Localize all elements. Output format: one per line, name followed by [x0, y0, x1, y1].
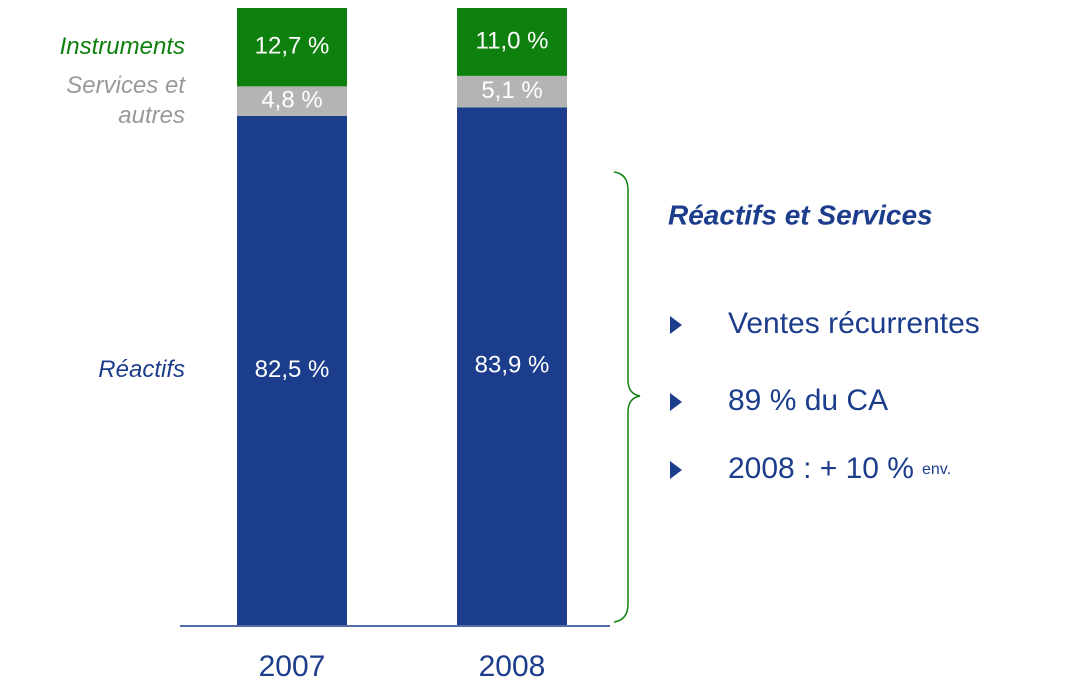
- brace: [613, 171, 641, 623]
- series-label: Réactifs: [98, 356, 185, 384]
- annotation-title: Réactifs et Services: [668, 199, 933, 230]
- bar-segment: [457, 107, 567, 626]
- value-label: 83,9 %: [475, 352, 550, 379]
- bullet-icon: [670, 316, 682, 334]
- bullet-icon: [670, 461, 682, 479]
- x-tick-label: 2007: [259, 650, 326, 683]
- bullet-text: Ventes récurrentes: [728, 307, 980, 340]
- bullet-note: env.: [922, 461, 951, 478]
- value-label: 5,1 %: [481, 77, 542, 104]
- x-tick-label: 2008: [479, 650, 546, 683]
- value-label: 4,8 %: [261, 87, 322, 114]
- bullet-text-main: 89 % du CA: [728, 384, 888, 417]
- bar-segment: [457, 8, 567, 76]
- series-label: Services et autres: [66, 72, 185, 130]
- value-label: 12,7 %: [255, 33, 330, 60]
- bullet-text-main: Ventes récurrentes: [728, 307, 980, 340]
- bullet-text: 2008 : + 10 % env.: [728, 452, 951, 485]
- value-label: 82,5 %: [255, 356, 330, 383]
- value-label: 11,0 %: [476, 27, 549, 54]
- bullet-text-main: 2008 : + 10 %: [728, 452, 914, 485]
- bullet-text: 89 % du CA: [728, 384, 888, 417]
- series-label: Instruments: [59, 33, 185, 61]
- bar-segment: [237, 8, 347, 87]
- bar-segment: [237, 115, 347, 625]
- bar-segment: [457, 75, 567, 108]
- bar-segment: [237, 86, 347, 116]
- bullet-icon: [670, 393, 682, 411]
